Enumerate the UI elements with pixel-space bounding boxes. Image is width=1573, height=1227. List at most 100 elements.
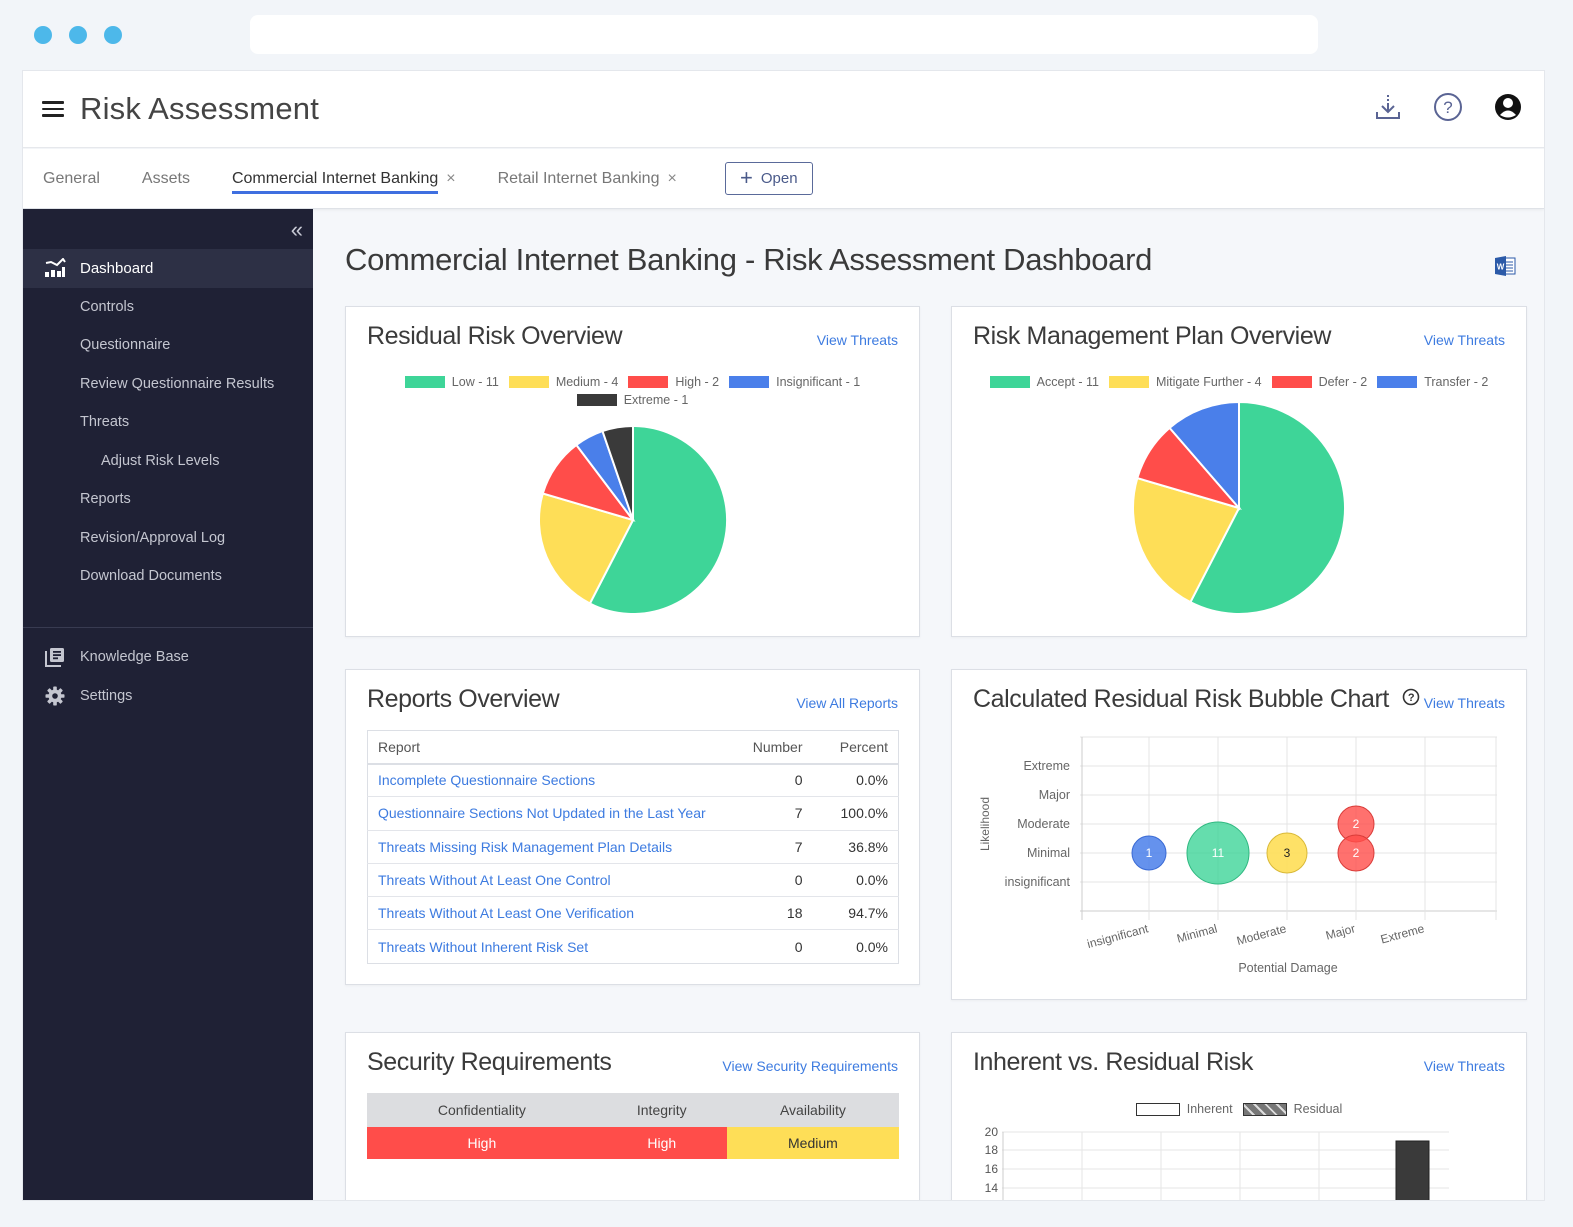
x-axis-label: Potential Damage xyxy=(1238,961,1337,975)
legend-item[interactable]: Transfer - 2 xyxy=(1377,375,1488,389)
chart-legend: Accept - 11 Mitigate Further - 4 Defer -… xyxy=(952,375,1526,389)
sidebar-item-adjust-risk-levels[interactable]: Adjust Risk Levels xyxy=(101,452,220,469)
table-row: Threats Without At Least One Control 0 0… xyxy=(367,862,899,897)
svg-text:1: 1 xyxy=(1146,846,1153,860)
svg-text:3: 3 xyxy=(1284,846,1291,860)
legend-item[interactable]: High - 2 xyxy=(628,375,719,389)
legend-item[interactable]: Inherent xyxy=(1135,1102,1233,1116)
svg-text:?: ? xyxy=(1443,98,1452,117)
sidebar-item-controls[interactable]: Controls xyxy=(80,298,134,315)
sidebar-item-knowledge-base[interactable]: Knowledge Base xyxy=(23,638,313,677)
svg-text:2: 2 xyxy=(1353,817,1360,831)
x-tick: Minimal xyxy=(1175,921,1219,945)
window-dot[interactable] xyxy=(69,26,87,44)
column-header-integrity: Integrity xyxy=(596,1093,727,1127)
account-icon[interactable] xyxy=(1492,91,1524,123)
address-bar[interactable] xyxy=(250,15,1318,54)
card-title: Risk Management Plan Overview xyxy=(973,322,1331,350)
report-link[interactable]: Threats Without At Least One Verificatio… xyxy=(367,896,723,930)
app-header: Risk Assessment ? xyxy=(23,71,1544,148)
window-dot[interactable] xyxy=(104,26,122,44)
collapse-sidebar-icon[interactable]: « xyxy=(290,217,303,242)
report-number: 7 xyxy=(722,829,813,864)
view-threats-link[interactable]: View Threats xyxy=(1423,695,1505,711)
x-tick: Major xyxy=(1324,921,1357,942)
help-icon[interactable]: ? xyxy=(1432,91,1464,123)
bubble-chart[interactable]: Extreme Major Moderate Minimal insignifi… xyxy=(952,670,1528,1001)
column-header-availability: Availability xyxy=(726,1093,899,1127)
close-icon[interactable]: × xyxy=(446,169,456,187)
legend-item[interactable]: Accept - 11 xyxy=(989,375,1099,389)
bubble-chart-card: Calculated Residual Risk Bubble Chart ? … xyxy=(951,669,1527,1000)
sidebar-item-questionnaire[interactable]: Questionnaire xyxy=(80,337,171,354)
security-requirements-card: Security Requirements View Security Requ… xyxy=(345,1032,920,1200)
y-tick: 20 xyxy=(985,1125,999,1139)
integrity-level: High xyxy=(596,1127,727,1159)
table-row: Threats Missing Risk Management Plan Det… xyxy=(367,829,899,864)
card-title: Reports Overview xyxy=(367,685,560,713)
reports-table: Report Number Percent Incomplete Questio… xyxy=(367,730,899,964)
svg-text:11: 11 xyxy=(1212,846,1225,860)
residual-risk-pie[interactable] xyxy=(537,424,729,616)
view-threats-link[interactable]: View Threats xyxy=(1423,1058,1505,1074)
table-row: Threats Without At Least One Verificatio… xyxy=(367,896,899,930)
view-threats-link[interactable]: View Threats xyxy=(1423,332,1505,348)
legend-item[interactable]: Defer - 2 xyxy=(1271,375,1367,389)
column-header-report: Report xyxy=(367,730,723,765)
sidebar-item-threats[interactable]: Threats xyxy=(80,414,130,431)
open-button[interactable]: + Open xyxy=(724,162,813,195)
menu-icon[interactable] xyxy=(42,101,64,117)
report-link[interactable]: Threats Missing Risk Management Plan Det… xyxy=(367,829,723,864)
close-icon[interactable]: × xyxy=(667,169,677,187)
view-security-requirements-link[interactable]: View Security Requirements xyxy=(722,1058,898,1074)
sidebar-nav-secondary: Knowledge Base xyxy=(23,638,313,715)
legend-item[interactable]: Low - 11 xyxy=(404,375,499,389)
tab-retail-internet-banking[interactable]: Retail Internet Banking × xyxy=(497,169,677,187)
card-title: Inherent vs. Residual Risk xyxy=(973,1048,1254,1076)
y-tick: 12 xyxy=(985,1200,999,1201)
y-tick: Minimal xyxy=(1027,846,1070,860)
report-link[interactable]: Incomplete Questionnaire Sections xyxy=(367,762,723,797)
risk-management-plan-card: Risk Management Plan Overview View Threa… xyxy=(951,306,1527,637)
x-tick: Extreme xyxy=(1379,921,1426,946)
legend-item[interactable]: Mitigate Further - 4 xyxy=(1108,375,1262,389)
main-content: Commercial Internet Banking - Risk Asses… xyxy=(313,209,1544,1200)
inherent-vs-residual-bar-chart[interactable]: 20 18 16 14 12 xyxy=(952,1033,1528,1201)
tab-general[interactable]: General xyxy=(43,169,100,187)
sidebar-item-download-documents[interactable]: Download Documents xyxy=(80,568,222,585)
report-percent: 36.8% xyxy=(812,829,899,864)
sidebar-item-settings[interactable]: Settings xyxy=(23,677,313,716)
view-all-reports-link[interactable]: View All Reports xyxy=(796,695,898,711)
report-number: 0 xyxy=(722,762,813,797)
reports-overview-card: Reports Overview View All Reports Report… xyxy=(345,669,920,985)
legend-item[interactable]: Extreme - 1 xyxy=(576,393,688,407)
download-icon[interactable] xyxy=(1372,91,1404,123)
sidebar-item-revision-approval-log[interactable]: Revision/Approval Log xyxy=(80,529,226,546)
report-link[interactable]: Threats Without At Least One Control xyxy=(367,862,723,897)
card-title: Residual Risk Overview xyxy=(367,322,623,350)
legend-item[interactable]: Residual xyxy=(1242,1102,1342,1116)
help-circle-icon[interactable]: ? xyxy=(1402,684,1420,713)
column-header-percent: Percent xyxy=(812,730,899,765)
report-link[interactable]: Questionnaire Sections Not Updated in th… xyxy=(367,796,723,831)
tab-assets[interactable]: Assets xyxy=(141,169,190,187)
y-tick: insignificant xyxy=(1005,875,1071,889)
report-link[interactable]: Threats Without Inherent Risk Set xyxy=(367,929,723,964)
report-number: 0 xyxy=(722,929,813,964)
chart-legend: Inherent Residual xyxy=(952,1102,1526,1116)
view-threats-link[interactable]: View Threats xyxy=(816,332,898,348)
legend-item[interactable]: Insignificant - 1 xyxy=(729,375,860,389)
dashboard-chart-icon xyxy=(44,257,66,279)
risk-management-plan-pie[interactable] xyxy=(1131,400,1347,616)
tab-commercial-internet-banking[interactable]: Commercial Internet Banking × xyxy=(231,149,456,209)
sidebar-item-review-questionnaire-results[interactable]: Review Questionnaire Results xyxy=(80,375,275,392)
sidebar-divider xyxy=(23,627,313,628)
sidebar-nav: Dashboard Controls Questionnaire Review … xyxy=(23,249,313,596)
y-tick: Moderate xyxy=(1017,817,1070,831)
word-document-icon[interactable]: W xyxy=(1494,256,1516,281)
sidebar-item-dashboard[interactable]: Dashboard xyxy=(23,249,313,288)
legend-item[interactable]: Medium - 4 xyxy=(508,375,618,389)
y-tick: 16 xyxy=(985,1162,999,1176)
sidebar-item-reports[interactable]: Reports xyxy=(80,491,131,508)
window-dot[interactable] xyxy=(34,26,52,44)
